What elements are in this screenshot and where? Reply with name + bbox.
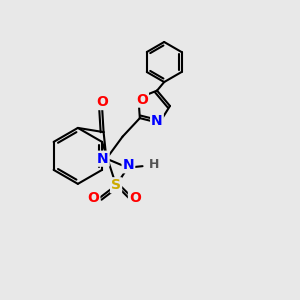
Text: N: N	[123, 158, 134, 172]
Text: O: O	[96, 95, 108, 109]
Text: N: N	[151, 114, 163, 128]
Text: O: O	[136, 93, 148, 106]
Text: H: H	[149, 158, 160, 172]
Text: N: N	[97, 152, 109, 166]
Text: O: O	[88, 191, 99, 205]
Text: S: S	[111, 178, 121, 192]
Text: O: O	[129, 191, 141, 205]
